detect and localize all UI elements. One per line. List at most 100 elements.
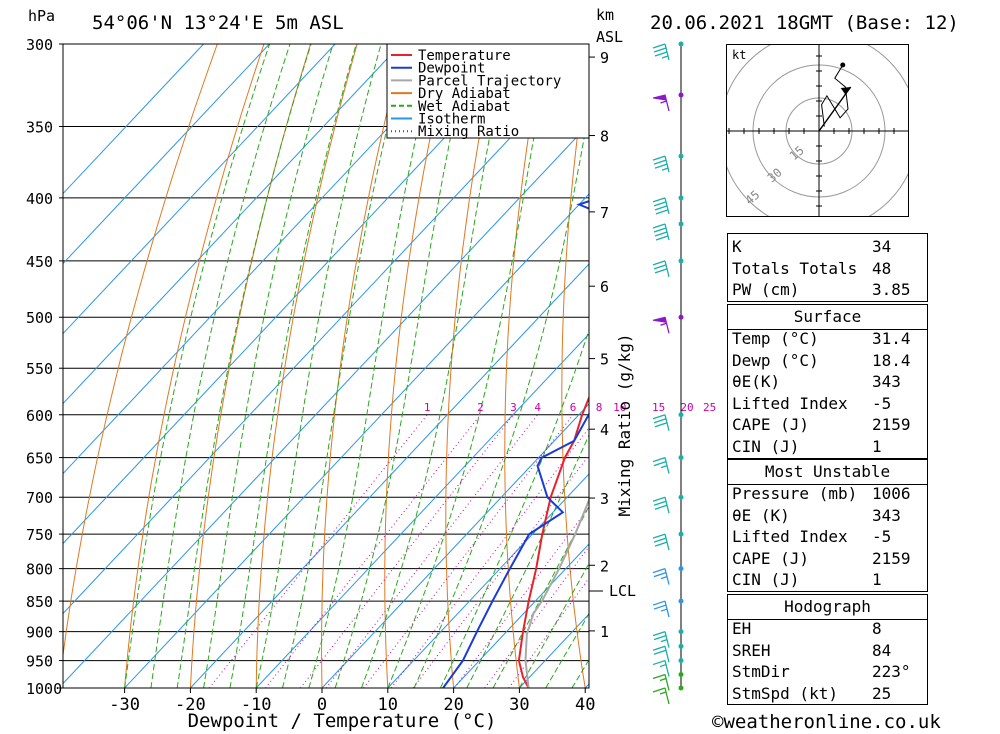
isotherm-line xyxy=(63,44,533,545)
hodograph-index-row: EH 8 xyxy=(728,618,927,639)
most-unstable-index-label: CIN (J) xyxy=(732,570,800,590)
isotherm-line xyxy=(63,44,270,265)
index-row: PW (cm) 3.85 xyxy=(728,279,927,300)
most-unstable-index-value: 2159 xyxy=(872,548,911,568)
index-label: K xyxy=(732,237,742,256)
hodograph-unit-label: kt xyxy=(732,48,746,62)
wet-adiabat-line xyxy=(203,44,334,688)
legend-entry: Dry Adiabat xyxy=(418,86,511,102)
wet-adiabat-line xyxy=(308,44,438,688)
wind-barb xyxy=(652,685,684,705)
index-value: 3.85 xyxy=(872,280,911,300)
surface-index-value: -5 xyxy=(872,393,892,413)
x-tick-label: -10 xyxy=(241,695,272,715)
x-tick-label: 10 xyxy=(378,695,398,715)
wet-adiabat-line xyxy=(518,562,589,688)
wet-adiabat-line xyxy=(361,44,509,688)
wind-barb-dot xyxy=(678,685,684,691)
isotherm-line xyxy=(190,263,589,688)
parcel-trajectory-profile xyxy=(524,497,589,688)
mixing-ratio-line xyxy=(390,427,589,688)
wind-barb xyxy=(652,598,684,618)
surface-index-label: Temp (°C) xyxy=(732,329,819,348)
x-tick-label: 20 xyxy=(443,695,463,715)
mixing-ratio-line xyxy=(265,414,481,688)
height-tick-label: 7 xyxy=(600,204,609,222)
wet-adiabat-line xyxy=(176,44,312,688)
wet-adiabat-line xyxy=(255,44,382,688)
wind-barb-dot xyxy=(678,598,684,604)
wind-barb xyxy=(652,153,684,173)
wind-barb-dot xyxy=(678,314,684,320)
hodograph-index-label: EH xyxy=(732,619,752,638)
x-tick-label: 0 xyxy=(317,695,327,715)
wind-barb xyxy=(652,41,684,61)
hodograph-end-marker xyxy=(840,62,846,68)
wet-adiabat-line xyxy=(413,108,589,688)
dry-adiabat-line xyxy=(445,44,498,688)
surface-index-row: θE(K) 343 xyxy=(728,371,927,392)
wind-barb xyxy=(652,314,684,334)
most-unstable-title: Most Unstable xyxy=(764,462,891,481)
most-unstable-index-label: CAPE (J) xyxy=(732,548,810,568)
hodograph-ring-label: 30 xyxy=(765,165,785,185)
most-unstable-index-value: 1006 xyxy=(872,484,911,503)
surface-index-value: 31.4 xyxy=(872,329,911,348)
height-tick-label: 4 xyxy=(600,421,609,439)
wind-barb xyxy=(652,221,684,241)
hodograph-index-label: SREH xyxy=(732,640,771,660)
most-unstable-index-value: 1 xyxy=(872,570,882,590)
wind-barb xyxy=(652,92,684,112)
surface-index-row: Dewp (°C) 18.4 xyxy=(728,350,927,371)
pressure-tick-label: 400 xyxy=(26,190,53,208)
mixing-ratio-label: 25 xyxy=(703,401,716,414)
pressure-tick-label: 600 xyxy=(26,407,53,425)
dry-adiabat-line xyxy=(124,44,265,688)
hodograph-indices-panel: Hodograph EH 8 SREH 84 StmDir 223° StmSpd (kt)… xyxy=(727,594,928,705)
hodograph-index-value: 8 xyxy=(872,619,882,638)
most-unstable-index-row: CAPE (J) 2159 xyxy=(728,548,927,569)
hodograph-index-row: StmSpd (kt) 25 xyxy=(728,683,927,704)
wet-adiabat-line xyxy=(229,44,357,688)
wind-barb xyxy=(652,671,684,691)
legend-entry: Wet Adiabat xyxy=(418,99,511,115)
x-tick-label: -20 xyxy=(175,695,206,715)
hodograph-trace xyxy=(821,64,849,127)
most-unstable-index-label: Pressure (mb) xyxy=(732,484,858,503)
wind-barb-dot xyxy=(678,658,684,664)
surface-panel: Surface Temp (°C) 31.4 Dewp (°C) 18.4 θE(K) 3… xyxy=(727,304,928,459)
mixing-ratio-label: 3 xyxy=(510,401,517,414)
index-label: PW (cm) xyxy=(732,280,800,300)
wet-adiabat-line xyxy=(492,505,589,688)
pressure-tick-label: 800 xyxy=(26,561,53,579)
dry-adiabat-line xyxy=(321,44,405,688)
most-unstable-index-row: Lifted Index -5 xyxy=(728,526,927,547)
plot-frame xyxy=(62,43,590,689)
hodograph-index-value: 25 xyxy=(872,683,892,703)
x-tick-label: 40 xyxy=(575,695,595,715)
pressure-tick-label: 350 xyxy=(26,118,53,136)
legend-entry: Isotherm xyxy=(418,112,485,128)
mixing-ratio-label: 8 xyxy=(596,401,603,414)
isotherm-line xyxy=(63,44,204,195)
pressure-tick-label: 450 xyxy=(26,253,53,271)
wet-adiabat-line xyxy=(334,44,472,688)
surface-index-label: CIN (J) xyxy=(732,437,800,456)
surface-index-row: CAPE (J) 2159 xyxy=(728,414,927,435)
hodograph-index-value: 84 xyxy=(872,640,892,660)
mixing-ratio-line xyxy=(208,414,428,688)
mixing-ratio-line xyxy=(325,414,538,688)
surface-index-value: 1 xyxy=(872,437,882,456)
dewpoint-profile xyxy=(442,200,589,688)
wind-barb-dot xyxy=(678,153,684,159)
isotherm-line xyxy=(453,543,589,688)
index-row: K 34 xyxy=(728,236,927,257)
wind-barb-dot xyxy=(678,195,684,201)
pressure-unit-label: hPa xyxy=(28,7,55,25)
legend-box xyxy=(386,43,590,139)
km-unit-label: km xyxy=(596,6,614,24)
x-tick-label: -30 xyxy=(109,695,140,715)
wind-barb xyxy=(652,658,684,677)
